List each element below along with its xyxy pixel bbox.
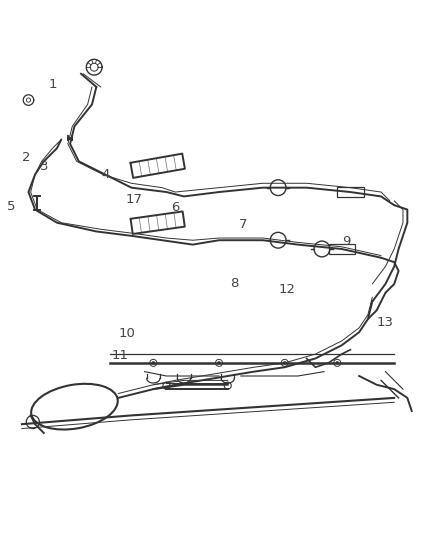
Text: 3: 3 bbox=[39, 160, 48, 173]
Text: 7: 7 bbox=[239, 219, 247, 231]
Text: 4: 4 bbox=[101, 168, 110, 181]
Circle shape bbox=[152, 361, 155, 365]
Circle shape bbox=[215, 359, 223, 366]
Text: 10: 10 bbox=[119, 327, 135, 340]
Text: 9: 9 bbox=[342, 235, 350, 248]
Text: 11: 11 bbox=[112, 349, 129, 362]
Circle shape bbox=[281, 359, 288, 366]
Text: 2: 2 bbox=[22, 151, 31, 164]
Circle shape bbox=[150, 359, 157, 366]
Text: 12: 12 bbox=[279, 283, 295, 296]
Circle shape bbox=[334, 359, 341, 366]
Text: 5: 5 bbox=[7, 199, 15, 213]
Text: 1: 1 bbox=[48, 78, 57, 91]
Bar bbox=[337, 187, 364, 197]
Text: 8: 8 bbox=[230, 277, 239, 289]
Text: 13: 13 bbox=[376, 316, 393, 329]
Circle shape bbox=[217, 361, 221, 365]
Text: 6: 6 bbox=[171, 201, 180, 214]
Circle shape bbox=[336, 361, 339, 365]
Text: 17: 17 bbox=[125, 193, 142, 206]
Bar bbox=[328, 244, 355, 254]
Circle shape bbox=[283, 361, 286, 365]
